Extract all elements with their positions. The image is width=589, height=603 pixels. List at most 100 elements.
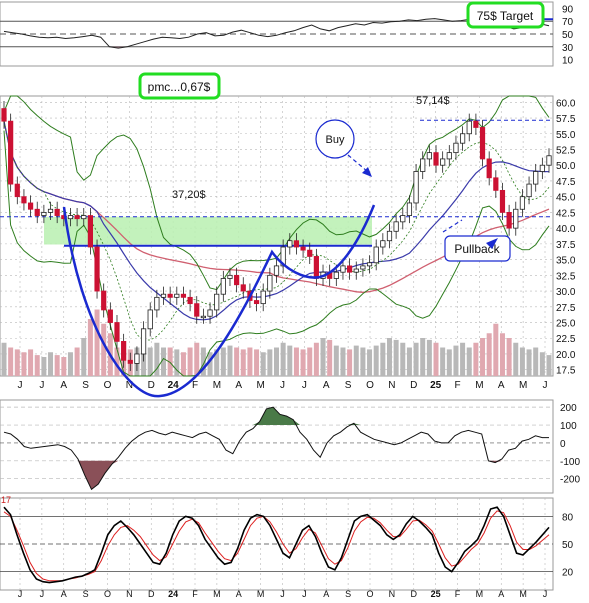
- top-axis-tick: 70: [562, 17, 574, 28]
- volume-bar: [287, 345, 293, 376]
- volume-bar: [499, 333, 505, 376]
- volume-bar: [360, 347, 366, 376]
- candle-body: [1, 108, 7, 122]
- candle-body: [287, 240, 293, 248]
- x-axis-tick: J: [39, 380, 44, 391]
- stoch-x-tick: 25: [431, 589, 441, 598]
- candle-body: [200, 315, 206, 319]
- stoch-x-tick: A: [323, 589, 329, 598]
- volume-bar: [1, 342, 7, 376]
- x-axis-tick: D: [148, 380, 155, 391]
- volume-bar: [280, 342, 286, 376]
- volume-bar: [406, 347, 412, 376]
- candle-body: [380, 240, 386, 248]
- candle-body: [459, 133, 466, 144]
- cup-pattern-curve: [62, 204, 376, 398]
- candle-body: [393, 221, 399, 232]
- candle-body: [426, 152, 432, 160]
- volume-bar: [274, 347, 279, 376]
- candle-body: [260, 290, 266, 305]
- volume-bar: [539, 352, 545, 376]
- volume-bar: [67, 352, 73, 376]
- volume-bar: [141, 352, 147, 376]
- price-axis-tick: 27.5: [556, 303, 576, 314]
- fast-moving-average: [3, 121, 550, 321]
- candle-body: [360, 265, 366, 270]
- candle-body: [366, 262, 373, 267]
- volume-bar: [460, 342, 466, 376]
- macd-axis-tick: -200: [560, 475, 580, 486]
- volume-bar: [254, 349, 260, 376]
- stoch-x-tick: J: [302, 589, 307, 598]
- stoch-x-tick: F: [455, 589, 461, 598]
- candle-body: [386, 230, 393, 242]
- candle-body: [300, 246, 306, 251]
- stoch-x-tick: F: [192, 589, 198, 598]
- volume-bar: [393, 339, 399, 376]
- candle-body: [313, 256, 319, 279]
- price-axis-tick: 42.5: [556, 208, 576, 219]
- volume-bar: [513, 342, 519, 376]
- candle-body: [107, 309, 113, 323]
- stoch-x-tick: M: [213, 589, 221, 598]
- volume-bar: [420, 338, 426, 376]
- target-callout-box: [466, 1, 545, 29]
- stoch-d-line: [3, 510, 550, 582]
- candle-body: [74, 215, 80, 220]
- volume-bar: [380, 342, 386, 376]
- x-axis-tick: A: [498, 380, 505, 391]
- buy-label: Buy: [326, 134, 345, 146]
- volume-bar: [333, 345, 339, 376]
- volume-bar: [307, 347, 313, 376]
- stoch-x-tick: J: [280, 589, 285, 598]
- candle-body: [353, 268, 359, 273]
- top-axis-tick: 90: [562, 4, 574, 15]
- stoch-axis-tick: 50: [562, 540, 574, 551]
- candle-body: [486, 158, 492, 179]
- x-axis-tick: F: [192, 380, 198, 391]
- volume-bar: [247, 347, 253, 376]
- candle-body: [406, 202, 413, 216]
- pmc-callout-text: pmc...0,67$: [148, 80, 211, 94]
- candle-body: [519, 196, 526, 210]
- x-axis-tick: J: [543, 380, 548, 391]
- volume-bar: [154, 342, 160, 376]
- volume-bar: [194, 342, 200, 376]
- volume-bar: [14, 349, 20, 376]
- highlight-zone: [44, 216, 372, 245]
- volume-bar: [227, 345, 233, 376]
- volume-bar: [440, 347, 446, 376]
- candle-body: [273, 265, 280, 276]
- x-axis-tick: M: [519, 380, 527, 391]
- candle-body: [234, 274, 240, 286]
- volume-bar: [480, 338, 486, 376]
- x-axis-tick: O: [366, 380, 374, 391]
- volume-bar: [367, 349, 373, 376]
- stoch-x-tick: M: [519, 589, 527, 598]
- buy-arrow-head: [362, 167, 372, 177]
- volume-bar: [267, 349, 273, 376]
- volume-bar: [240, 349, 246, 376]
- volume-bar: [161, 347, 167, 376]
- stoch-x-tick: O: [366, 589, 373, 598]
- macd-axis-tick: -100: [560, 457, 580, 468]
- volume-bar: [8, 347, 14, 376]
- x-axis-tick: S: [82, 380, 89, 391]
- candle-body: [546, 155, 552, 166]
- stoch-axis-tick: 20: [562, 568, 574, 579]
- stoch-edge-label: 17: [1, 495, 11, 505]
- price-axis-tick: 50.0: [556, 161, 576, 172]
- stoch-x-tick: N: [126, 589, 133, 598]
- price-axis-tick: 60.0: [556, 98, 576, 109]
- volume-bar: [114, 347, 120, 376]
- candle-body: [453, 142, 459, 154]
- candle-body: [240, 284, 246, 292]
- x-axis-tick: F: [454, 380, 460, 391]
- stoch-k-line: [3, 506, 550, 584]
- stoch-x-tick: O: [104, 589, 111, 598]
- buy-arrow-line: [347, 154, 369, 173]
- volume-bar: [400, 342, 406, 376]
- volume-bar: [340, 347, 346, 376]
- candle-body: [147, 309, 153, 330]
